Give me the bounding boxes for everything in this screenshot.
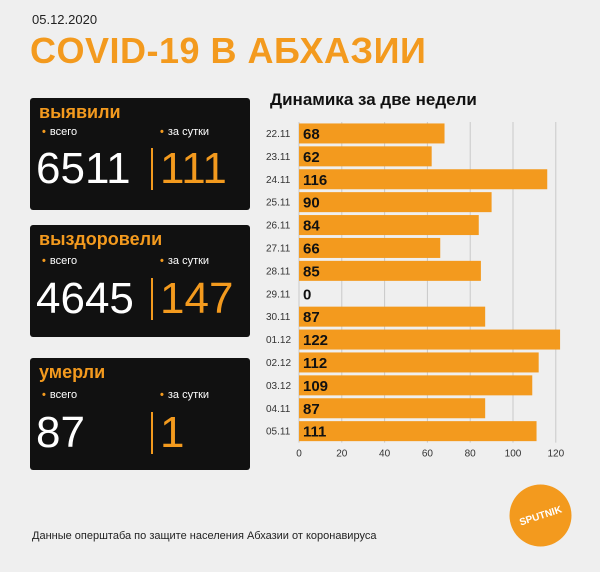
day-value: 1 (160, 408, 185, 457)
bar-value-label: 112 (303, 355, 327, 372)
day-value: 147 (160, 274, 234, 323)
bar (299, 375, 533, 396)
bullet-icon: • (42, 389, 46, 401)
bar (299, 215, 479, 236)
x-tick-label: 100 (505, 449, 522, 460)
divider (151, 148, 153, 190)
y-category-label: 23.11 (266, 152, 291, 163)
total-label: • всего (42, 255, 78, 267)
day-value: 111 (160, 144, 227, 193)
bullet-icon: • (160, 126, 164, 138)
card-heading: умерли (39, 362, 106, 382)
x-tick-label: 40 (379, 449, 391, 460)
y-category-label: 29.11 (266, 289, 291, 300)
bar-value-label: 109 (303, 378, 328, 395)
bar (299, 169, 548, 190)
y-category-label: 25.11 (266, 198, 291, 209)
card-deaths: умерли • всего • за сутки 87 1 (30, 358, 250, 470)
card-recovered: выздоровели • всего • за сутки 4645 147 (30, 225, 250, 337)
bar-chart: 0 20 40 60 80 100 120 22.11 68 23.11 62 24.11 116 25.… (266, 122, 565, 460)
bar (299, 192, 492, 213)
bullet-icon: • (160, 255, 164, 267)
x-tick-label: 120 (547, 449, 564, 460)
logo-circle (509, 484, 572, 547)
divider (151, 412, 153, 454)
day-label: • за сутки (160, 126, 210, 138)
x-tick-label: 80 (465, 449, 477, 460)
bullet-icon: • (42, 255, 46, 267)
card-heading: выявили (39, 102, 121, 122)
bar (299, 352, 539, 373)
bar (299, 306, 486, 327)
day-label: • за сутки (160, 389, 210, 401)
footer-source: Данные оперштаба по защите населения Абх… (32, 530, 377, 542)
bar-value-label: 68 (303, 126, 320, 143)
bar-value-label: 122 (303, 332, 328, 349)
card-heading: выздоровели (39, 229, 163, 249)
y-category-label: 05.11 (266, 427, 291, 438)
bar (299, 329, 561, 350)
bar-value-label: 85 (303, 263, 320, 280)
y-category-label: 04.11 (266, 404, 291, 415)
bar-value-label: 111 (303, 424, 326, 441)
date-label: 05.12.2020 (32, 12, 98, 27)
total-value: 4645 (36, 274, 134, 323)
card-detected: выявили • всего • за сутки 6511 111 (30, 98, 250, 210)
chart-title: Динамика за две недели (270, 90, 477, 109)
y-category-label: 02.12 (266, 358, 291, 369)
bar (299, 260, 481, 281)
page-title: COVID-19 В АБХАЗИИ (30, 30, 427, 71)
total-label: • всего (42, 389, 78, 401)
bar-value-label: 87 (303, 401, 320, 418)
divider (151, 278, 153, 320)
bar (299, 123, 445, 144)
total-label: • всего (42, 126, 78, 138)
bullet-icon: • (160, 389, 164, 401)
bar-value-label: 0 (303, 286, 311, 303)
bar-value-label: 62 (303, 149, 320, 166)
x-tick-label: 0 (296, 449, 302, 460)
y-category-label: 30.11 (266, 312, 291, 323)
bar (299, 421, 537, 442)
y-category-label: 24.11 (266, 175, 291, 186)
bar-value-label: 87 (303, 309, 320, 326)
bullet-icon: • (42, 126, 46, 138)
bar-value-label: 84 (303, 218, 320, 235)
y-category-label: 22.11 (266, 129, 291, 140)
y-category-label: 01.12 (266, 335, 291, 346)
y-category-label: 26.11 (266, 221, 291, 232)
y-category-label: 03.12 (266, 381, 291, 392)
bar (299, 398, 486, 419)
bar-value-label: 116 (303, 172, 327, 189)
y-category-label: 28.11 (266, 266, 291, 277)
total-value: 6511 (36, 144, 131, 193)
day-label: • за сутки (160, 255, 210, 267)
x-tick-label: 20 (336, 449, 348, 460)
bar-value-label: 90 (303, 195, 320, 212)
total-value: 87 (36, 408, 85, 457)
bar (299, 237, 441, 258)
y-category-label: 27.11 (266, 243, 291, 254)
bar-value-label: 66 (303, 240, 320, 257)
bar (299, 146, 432, 167)
x-tick-label: 60 (422, 449, 434, 460)
sputnik-logo: SPUTNIK (509, 484, 572, 547)
